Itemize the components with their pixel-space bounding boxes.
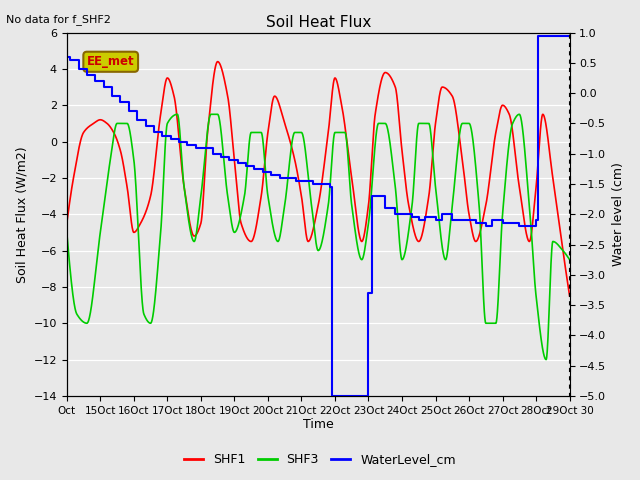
SHF1: [459, 161, 467, 167]
Line: WaterLevel_cm: WaterLevel_cm: [67, 36, 570, 396]
WaterLevel_cm: [566, 34, 573, 40]
Y-axis label: Water level (cm): Water level (cm): [612, 162, 625, 266]
SHF3: [308, 203, 316, 208]
Line: SHF1: SHF1: [67, 61, 570, 296]
WaterLevel_cm: [309, 181, 317, 187]
SHF1: [566, 293, 573, 299]
SHF3: [63, 229, 70, 235]
Legend: SHF1, SHF3, WaterLevel_cm: SHF1, SHF3, WaterLevel_cm: [179, 448, 461, 471]
SHF1: [294, 174, 302, 180]
WaterLevel_cm: [108, 93, 116, 99]
WaterLevel_cm: [328, 393, 335, 399]
Y-axis label: Soil Heat Flux (W/m2): Soil Heat Flux (W/m2): [15, 146, 28, 283]
SHF3: [566, 257, 573, 263]
SHF1: [63, 220, 70, 226]
WaterLevel_cm: [534, 33, 541, 38]
SHF3: [207, 111, 215, 117]
WaterLevel_cm: [184, 142, 191, 147]
Text: EE_met: EE_met: [87, 55, 134, 68]
SHF3: [88, 296, 96, 302]
WaterLevel_cm: [431, 217, 439, 223]
SHF3: [294, 130, 302, 135]
WaterLevel_cm: [75, 66, 83, 72]
X-axis label: Time: Time: [303, 419, 333, 432]
SHF3: [542, 357, 550, 362]
WaterLevel_cm: [63, 54, 70, 60]
SHF1: [551, 190, 559, 196]
Text: No data for f_SHF2: No data for f_SHF2: [6, 14, 111, 25]
SHF1: [308, 233, 316, 239]
SHF3: [552, 240, 559, 245]
Line: SHF3: SHF3: [67, 114, 570, 360]
SHF3: [552, 240, 559, 245]
SHF1: [214, 59, 221, 64]
WaterLevel_cm: [133, 118, 141, 123]
SHF1: [552, 192, 559, 198]
SHF1: [88, 121, 96, 127]
SHF3: [459, 120, 467, 126]
Title: Soil Heat Flux: Soil Heat Flux: [266, 15, 371, 30]
